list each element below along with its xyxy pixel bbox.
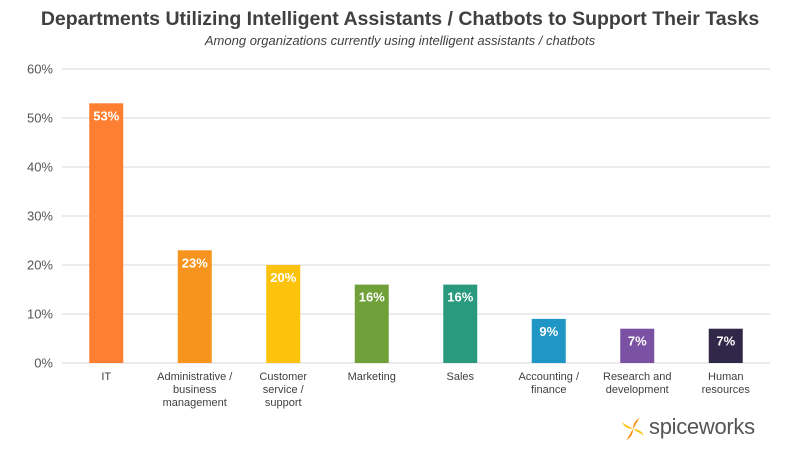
data-label: 20%	[270, 270, 296, 285]
category-label: Sales	[446, 371, 474, 383]
y-tick-label: 0%	[34, 356, 53, 371]
category-label-line: Research and	[603, 371, 672, 383]
y-tick-label: 40%	[27, 160, 53, 175]
logo-petal	[633, 418, 640, 429]
bar	[531, 318, 566, 363]
y-tick-label: 60%	[27, 62, 53, 77]
data-label: 53%	[93, 108, 119, 123]
y-tick-label: 30%	[27, 209, 53, 224]
data-label: 9%	[539, 324, 558, 339]
chart-title: Departments Utilizing Intelligent Assist…	[40, 8, 760, 30]
category-label-line: business	[173, 384, 217, 396]
bar	[89, 103, 124, 364]
chart-subtitle: Among organizations currently using inte…	[204, 33, 596, 48]
category-label-line: support	[265, 397, 302, 409]
category-label: Administrative / business management	[157, 371, 233, 409]
spiceworks-logo-text: spiceworks	[649, 414, 755, 439]
data-label: 23%	[182, 255, 208, 270]
data-label: 7%	[628, 334, 647, 349]
category-label-line: Administrative /	[157, 371, 233, 383]
category-label-line: service /	[263, 384, 305, 396]
data-label: 16%	[359, 290, 385, 305]
bar	[266, 265, 301, 363]
y-tick-label: 10%	[27, 307, 53, 322]
data-label: 7%	[716, 334, 735, 349]
category-label-line: Sales	[446, 371, 474, 383]
category-label-line: finance	[531, 384, 566, 396]
bar	[177, 250, 212, 363]
category-label-line: resources	[702, 384, 751, 396]
spiceworks-logo: spiceworks	[620, 414, 790, 444]
category-label-line: management	[163, 397, 227, 409]
category-label: Customer service / support	[259, 371, 307, 409]
category-label-line: Customer	[259, 371, 307, 383]
category-label: Marketing	[348, 371, 396, 383]
logo-petal	[633, 429, 644, 436]
category-label-line: Human	[708, 371, 743, 383]
category-label: Research and development	[603, 371, 672, 396]
y-tick-label: 20%	[27, 258, 53, 273]
y-tick-label: 50%	[27, 111, 53, 126]
bar	[354, 284, 389, 363]
category-label: Accounting / finance	[518, 371, 579, 396]
data-label: 16%	[447, 290, 473, 305]
logo-petal	[622, 422, 633, 429]
category-label: Human resources	[702, 371, 751, 396]
category-label-line: Accounting /	[518, 371, 579, 383]
spiceworks-logo-icon	[622, 418, 644, 440]
bar	[708, 328, 743, 363]
bar	[443, 284, 478, 363]
category-label-line: Marketing	[348, 371, 396, 383]
category-label-line: development	[606, 384, 669, 396]
category-label: IT	[101, 371, 111, 383]
category-label-line: IT	[101, 371, 111, 383]
logo-petal	[626, 429, 633, 440]
bar	[620, 328, 655, 363]
